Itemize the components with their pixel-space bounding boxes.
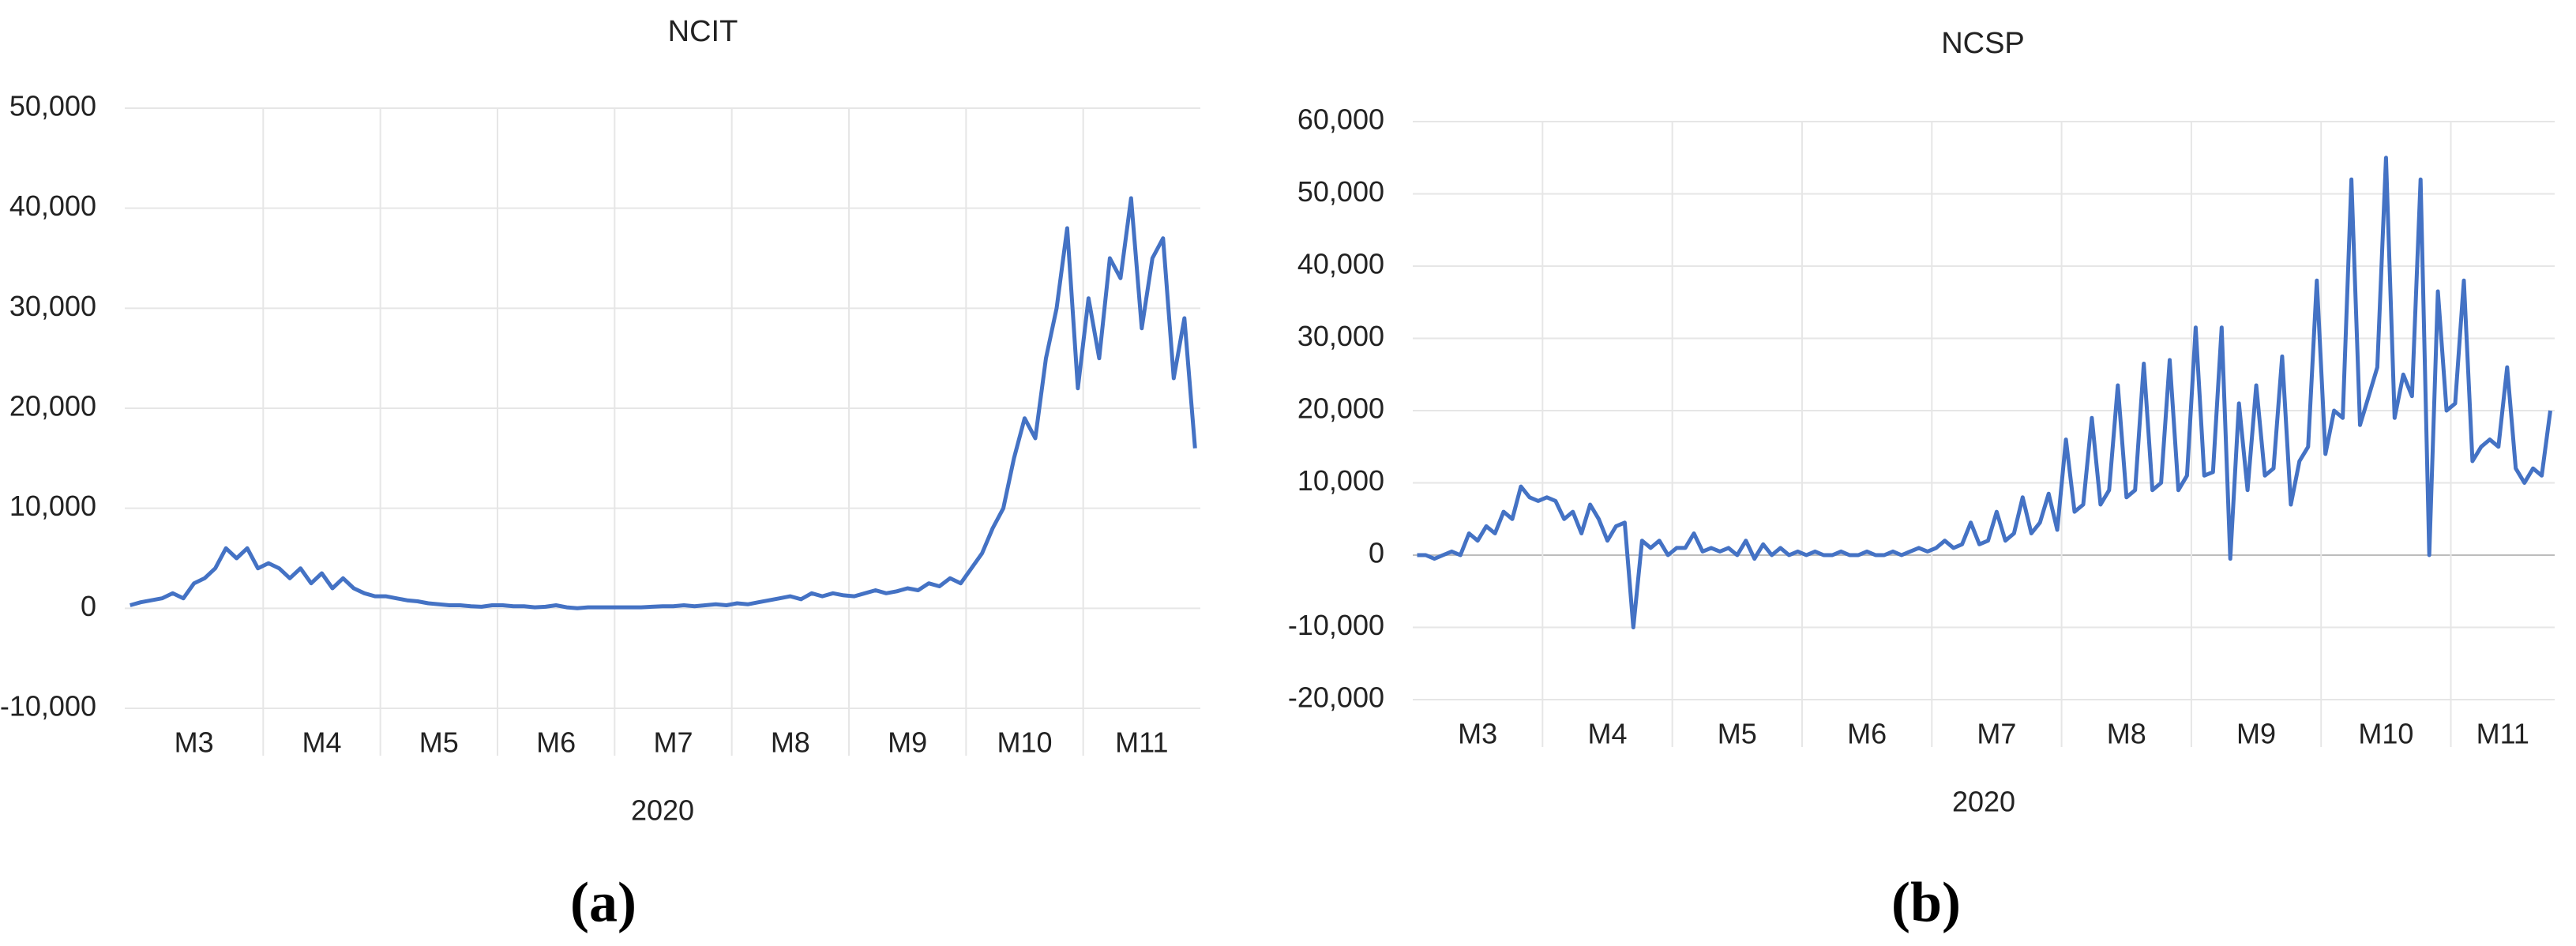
y-tick-label: 30,000 [9,290,96,322]
y-tick-label: 20,000 [1297,392,1384,425]
x-tick-label: M4 [302,726,341,759]
y-tick-label: -20,000 [1288,681,1384,714]
x-tick-label: M10 [997,726,1052,759]
x-tick-label: M4 [1587,718,1627,750]
x-tick-label: M9 [888,726,927,759]
x-tick-label: M8 [2107,718,2146,750]
x-tick-label: M6 [1847,718,1887,750]
x-axis-label: 2020 [631,794,694,827]
x-tick-label: M5 [1718,718,1757,750]
x-tick-label: M7 [1977,718,2016,750]
y-tick-label: 20,000 [9,390,96,422]
y-tick-label: 0 [81,590,96,622]
x-tick-label: M3 [1458,718,1497,750]
x-tick-label: M8 [771,726,810,759]
panel-label: (b) [1891,871,1961,934]
x-tick-label: M6 [536,726,576,759]
y-tick-label: 40,000 [1297,248,1384,280]
line [1417,156,2552,629]
x-axis-label: 2020 [1952,786,2015,818]
x-tick-label: M11 [1115,726,1168,759]
chart-title: NCSP [1941,27,2025,60]
x-tick-label: M9 [2236,718,2276,750]
x-tick-label: M11 [2476,718,2529,750]
chart-title: NCIT [668,15,738,48]
y-tick-label: 50,000 [9,90,96,122]
y-tick-label: -10,000 [1288,609,1384,641]
x-tick-label: M10 [2358,718,2413,750]
y-tick-label: 60,000 [1297,103,1384,136]
y-tick-label: 40,000 [9,190,96,222]
y-tick-label: 10,000 [9,490,96,522]
y-tick-label: 10,000 [1297,464,1384,497]
y-tick-label: 0 [1369,537,1384,569]
x-tick-label: M7 [653,726,693,759]
y-tick-label: 50,000 [1297,175,1384,208]
x-tick-label: M5 [419,726,459,759]
y-tick-label: 30,000 [1297,320,1384,352]
panel-label: (a) [570,871,636,934]
line [130,196,1197,610]
y-tick-label: -10,000 [0,690,96,723]
x-tick-label: M3 [175,726,214,759]
